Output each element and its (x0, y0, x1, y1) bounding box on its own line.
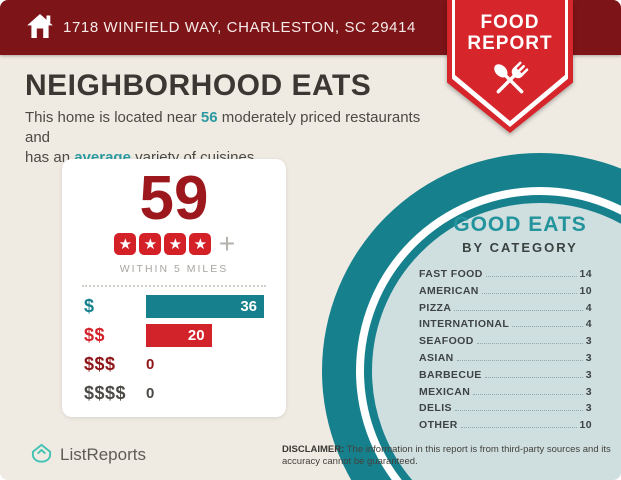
price-tier-label: $$ (84, 325, 106, 345)
price-row: $36 (84, 295, 264, 318)
category-row: DELIS 3 (419, 402, 592, 419)
category-row: FAST FOOD 14 (419, 268, 592, 285)
star-icon: ★ (189, 233, 212, 255)
price-bar-area: 0 (146, 353, 264, 376)
category-row: AMERICAN 10 (419, 285, 592, 302)
intro-pre: This home is located near (25, 109, 201, 126)
category-label: MEXICAN (419, 385, 471, 398)
dotted-leader (484, 376, 583, 378)
page-title: NEIGHBORHOOD EATS (25, 69, 372, 102)
category-label: FAST FOOD (419, 268, 483, 280)
category-value: 14 (579, 268, 592, 280)
category-row: PIZZA 4 (419, 302, 592, 319)
food-report-ribbon: FOOD REPORT (447, 0, 573, 133)
price-row: $$$ 0 (84, 353, 264, 376)
category-value: 3 (585, 385, 592, 398)
price-bar-value: 36 (240, 298, 257, 315)
category-list: FAST FOOD 14 AMERICAN 10 PIZZA 4 INTERNATIONAL… (419, 268, 592, 436)
category-label: PIZZA (419, 301, 452, 314)
price-tier-label: $$$$ (84, 383, 127, 403)
star-icon: ★ (139, 233, 162, 255)
intro-mid1: moderately priced restaurants and (25, 109, 421, 146)
category-label: INTERNATIONAL (419, 318, 510, 331)
brand-name: ListReports (60, 445, 146, 464)
price-bars: $36 $$ 20 $$$ 0 $$$$ 0 (62, 295, 286, 405)
category-label: ASIAN (419, 351, 454, 364)
category-value: 3 (585, 402, 592, 415)
ribbon-title-line1: FOOD (480, 12, 540, 33)
category-row: MEXICAN 3 (419, 386, 592, 403)
category-label: OTHER (419, 419, 458, 432)
good-eats-title: GOOD EATS (453, 213, 587, 236)
price-bar-value: 20 (187, 327, 205, 344)
price-value-zero: 0 (146, 385, 155, 402)
price-bar-area: 20 (146, 324, 264, 347)
category-row: INTERNATIONAL 4 (419, 318, 592, 335)
category-value: 4 (585, 318, 592, 331)
ribbon-title-line2: REPORT (467, 33, 553, 54)
category-row: BARBECUE 3 (419, 369, 592, 386)
price-bar-area: 0 (146, 382, 264, 405)
plus-icon: + (218, 228, 236, 259)
price-value-zero: 0 (146, 356, 155, 373)
category-label: DELIS (419, 402, 452, 415)
dotted-divider (82, 285, 266, 287)
restaurant-count-inline: 56 (200, 109, 218, 126)
price-bar-area: 36 (146, 295, 264, 318)
dotted-leader (456, 359, 583, 361)
listreports-brand: ListReports (30, 441, 146, 469)
price-tier-label: $$$ (84, 354, 116, 374)
category-value: 3 (585, 335, 592, 348)
disclaimer: DISCLAIMER: The information in this repo… (282, 444, 612, 468)
dotted-leader (473, 393, 583, 395)
disclaimer-label: DISCLAIMER: (282, 444, 345, 455)
category-value: 10 (579, 284, 592, 297)
dotted-leader (485, 276, 577, 277)
stars-row: ★ ★ ★ ★ + (62, 228, 286, 259)
price-row: $$ 20 (84, 324, 264, 347)
category-row: ASIAN 3 (419, 352, 592, 369)
price-bar: 36 (146, 295, 264, 318)
dotted-leader (476, 343, 583, 345)
category-value: 10 (579, 419, 592, 432)
restaurant-count: 59 (139, 164, 209, 233)
radius-label: WITHIN 5 MILES (119, 263, 229, 275)
dotted-leader (481, 292, 577, 294)
price-tier-label: $ (84, 296, 95, 316)
category-row: SEAFOOD 3 (419, 335, 592, 352)
category-label: SEAFOOD (419, 335, 474, 348)
home-icon (26, 13, 54, 41)
disclaimer-text: The information in this report is from t… (282, 444, 611, 467)
dotted-leader (512, 326, 583, 328)
intro-mid2: has an (25, 148, 75, 166)
stats-card: 59 ★ ★ ★ ★ + WITHIN 5 MILES $36 $$ 20 $$$ 0 $$$$ 0 (62, 159, 286, 417)
good-eats-subtitle: BY CATEGORY (462, 240, 578, 255)
price-bar: 20 (146, 324, 212, 347)
good-eats-heading: GOOD EATS BY CATEGORY (380, 213, 621, 255)
listreports-logo-icon (30, 441, 53, 469)
property-address: 1718 WINFIELD WAY, CHARLESTON, SC 29414 (63, 19, 416, 36)
star-icon: ★ (164, 233, 187, 255)
category-value: 4 (585, 301, 592, 314)
category-row: OTHER 10 (419, 419, 592, 436)
category-label: AMERICAN (419, 284, 479, 297)
price-row: $$$$ 0 (84, 382, 264, 405)
dotted-leader (454, 309, 583, 311)
category-value: 3 (585, 368, 592, 381)
star-icon: ★ (114, 233, 137, 255)
utensils-crossed-icon (487, 57, 533, 108)
category-label: BARBECUE (419, 368, 482, 381)
dotted-leader (460, 427, 577, 429)
dotted-leader (454, 410, 583, 412)
category-value: 3 (585, 351, 592, 364)
